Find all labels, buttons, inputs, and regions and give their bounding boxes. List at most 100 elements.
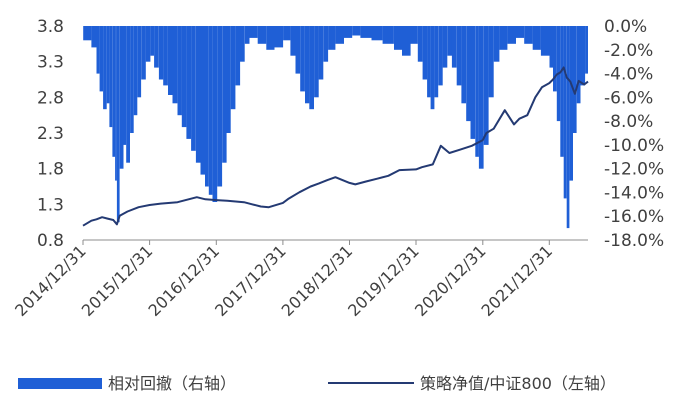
drawdown-bar	[266, 26, 275, 50]
drawdown-bar	[417, 26, 423, 62]
drawdown-bar	[352, 26, 361, 36]
drawdown-bar	[323, 26, 329, 62]
drawdown-bar	[549, 26, 553, 68]
drawdown-bar	[422, 26, 428, 80]
drawdown-bar	[466, 26, 471, 122]
right-tick-label: -18.0%	[604, 231, 664, 251]
right-tick-label: -10.0%	[604, 136, 664, 156]
x-tick-label: 2021/12/31	[477, 241, 556, 320]
drawdown-bar	[91, 26, 97, 48]
drawdown-bar	[553, 26, 557, 92]
x-tick-label: 2019/12/31	[344, 241, 423, 320]
right-tick-label: 0.0%	[604, 17, 647, 37]
drawdown-bar	[181, 26, 187, 128]
x-axis: 2014/12/312015/12/312016/12/312017/12/31…	[11, 240, 556, 320]
drawdown-bar	[244, 26, 250, 44]
legend-bar-swatch	[18, 378, 102, 389]
drawdown-bar	[483, 26, 489, 145]
right-tick-label: -2.0%	[604, 41, 653, 61]
drawdown-bar	[524, 26, 533, 44]
drawdown-bar	[290, 26, 296, 56]
right-tick-label: -12.0%	[604, 160, 664, 180]
x-tick-label: 2015/12/31	[78, 241, 157, 320]
drawdown-bar	[222, 26, 227, 163]
left-tick-label: 2.8	[37, 88, 64, 108]
drawdown-bar	[295, 26, 301, 74]
drawdown-bar	[116, 26, 120, 223]
drawdown-bar	[344, 26, 353, 38]
drawdown-bars	[83, 26, 588, 229]
drawdown-bar	[217, 26, 223, 187]
drawdown-bar	[566, 26, 570, 229]
drawdown-bar	[130, 26, 134, 133]
drawdown-bar	[96, 26, 100, 74]
drawdown-bar	[318, 26, 324, 80]
drawdown-bar	[212, 26, 218, 202]
drawdown-bar	[493, 26, 500, 62]
drawdown-bar	[240, 26, 245, 62]
drawdown-bar	[585, 26, 588, 74]
drawdown-bar	[434, 26, 439, 98]
drawdown-bar	[83, 26, 92, 41]
right-axis: 0.0% -2.0% -4.0% -6.0% -8.0% -10.0% -12.0% -14.…	[604, 17, 664, 251]
drawdown-bar	[186, 26, 192, 139]
drawdown-bar	[360, 26, 372, 38]
drawdown-bar	[371, 26, 383, 41]
left-tick-label: 3.3	[37, 53, 64, 73]
drawdown-bar	[532, 26, 541, 50]
drawdown-bar	[499, 26, 508, 50]
drawdown-bar	[442, 26, 448, 68]
drawdown-bar	[106, 26, 110, 104]
drawdown-bar	[145, 26, 151, 62]
right-tick-label: -6.0%	[604, 88, 653, 108]
drawdown-bar	[300, 26, 305, 92]
drawdown-bar	[141, 26, 146, 80]
drawdown-bar	[137, 26, 142, 98]
drawdown-bar	[573, 26, 577, 133]
drawdown-bar	[560, 26, 564, 157]
drawdown-bar	[382, 26, 394, 44]
drawdown-bar	[172, 26, 178, 104]
drawdown-bar	[576, 26, 581, 104]
drawdown-bar	[208, 26, 213, 195]
drawdown-bar	[123, 26, 127, 145]
drawdown-bar	[103, 26, 107, 110]
drawdown-bar	[177, 26, 182, 116]
left-tick-label: 1.3	[37, 195, 64, 215]
drawdown-bar	[283, 26, 291, 41]
legend: 相对回撤（右轴） 策略净值/中证800（左轴）	[18, 374, 616, 393]
drawdown-bar	[470, 26, 476, 139]
drawdown-bar	[154, 26, 159, 68]
drawdown-bar	[150, 26, 155, 56]
drawdown-bar	[478, 26, 484, 169]
drawdown-bar	[163, 26, 168, 86]
drawdown-bar	[438, 26, 443, 86]
left-tick-label: 0.8	[37, 231, 64, 251]
drawdown-bar	[257, 26, 267, 44]
drawdown-bar	[314, 26, 319, 98]
legend-line-label: 策略净值/中证800（左轴）	[420, 374, 616, 393]
legend-bar-label: 相对回撤（右轴）	[108, 374, 236, 393]
drawdown-bar	[191, 26, 196, 151]
drawdown-bar	[200, 26, 206, 175]
right-tick-label: -4.0%	[604, 65, 653, 85]
left-tick-label: 3.8	[37, 17, 64, 37]
nav-line	[82, 66, 589, 227]
drawdown-bar	[126, 26, 130, 163]
drawdown-bar	[109, 26, 113, 128]
drawdown-bar	[569, 26, 573, 181]
right-tick-label: -14.0%	[604, 183, 664, 203]
drawdown-bar	[158, 26, 164, 80]
drawdown-bar	[451, 26, 457, 68]
drawdown-bar	[402, 26, 411, 56]
drawdown-bar	[235, 26, 241, 86]
drawdown-bar	[447, 26, 452, 56]
drawdown-bar	[115, 26, 117, 181]
drawdown-bar	[205, 26, 209, 187]
left-tick-label: 2.3	[37, 124, 64, 144]
drawdown-bar	[580, 26, 586, 86]
drawdown-bar	[427, 26, 431, 98]
drawdown-bar	[540, 26, 550, 56]
drawdown-bar	[230, 26, 236, 110]
